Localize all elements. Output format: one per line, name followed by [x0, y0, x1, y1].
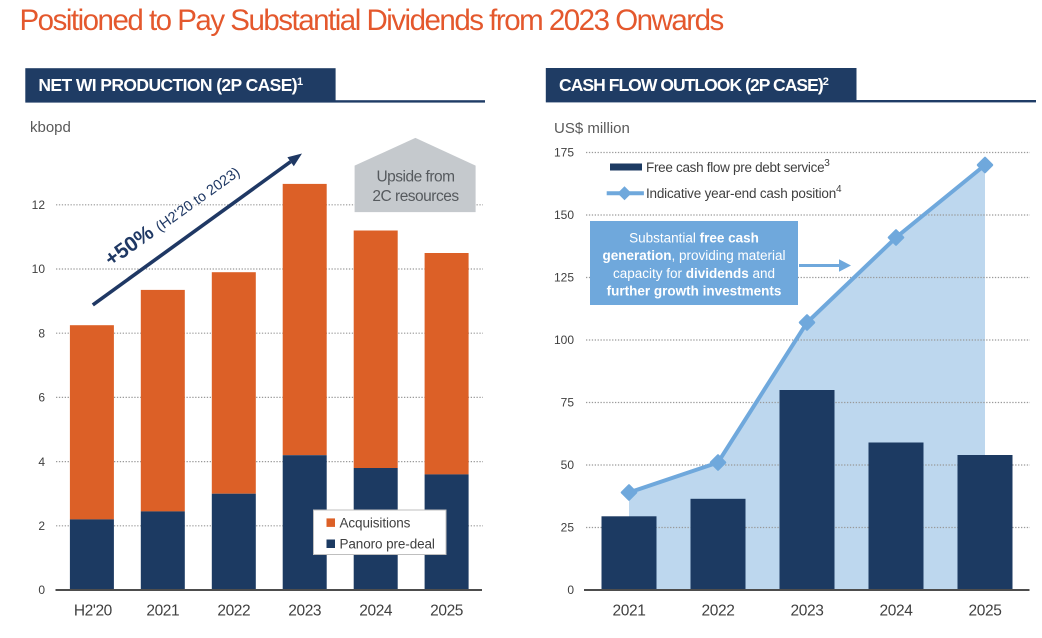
svg-text:NET WI PRODUCTION (2P CASE)1: NET WI PRODUCTION (2P CASE)1: [38, 75, 303, 95]
svg-text:Positioned to Pay Substantial: Positioned to Pay Substantial Dividends …: [20, 4, 724, 37]
svg-text:2024: 2024: [359, 603, 393, 620]
svg-text:Indicative year-end cash posit: Indicative year-end cash position4: [646, 184, 842, 201]
svg-text:generation, providing material: generation, providing material: [602, 248, 785, 263]
svg-text:Substantial free cash: Substantial free cash: [629, 231, 759, 246]
svg-text:2C resources: 2C resources: [372, 188, 459, 205]
svg-text:2023: 2023: [288, 603, 321, 620]
svg-text:2022: 2022: [702, 603, 735, 620]
svg-text:capacity for dividends and: capacity for dividends and: [613, 266, 775, 281]
svg-text:2022: 2022: [217, 603, 250, 620]
svg-text:100: 100: [554, 333, 574, 347]
svg-text:2021: 2021: [613, 603, 646, 620]
svg-text:175: 175: [554, 146, 574, 160]
svg-text:Acquisitions: Acquisitions: [340, 516, 411, 531]
svg-text:4: 4: [38, 455, 45, 469]
svg-text:2025: 2025: [969, 603, 1002, 620]
svg-text:further growth investments: further growth investments: [607, 284, 782, 299]
svg-text:12: 12: [32, 198, 46, 212]
svg-text:6: 6: [38, 391, 45, 405]
svg-text:Panoro pre-deal: Panoro pre-deal: [340, 537, 435, 552]
svg-text:CASH FLOW OUTLOOK (2P CASE)2: CASH FLOW OUTLOOK (2P CASE)2: [559, 75, 829, 95]
svg-text:125: 125: [554, 271, 574, 285]
svg-text:+50% (H2'20 to 2023): +50% (H2'20 to 2023): [101, 160, 244, 271]
svg-text:2: 2: [38, 519, 45, 533]
svg-text:2021: 2021: [146, 603, 179, 620]
svg-text:H2'20: H2'20: [74, 603, 113, 620]
svg-text:0: 0: [567, 583, 574, 597]
svg-text:2024: 2024: [880, 603, 914, 620]
svg-text:US$ million: US$ million: [554, 120, 630, 137]
svg-text:8: 8: [38, 326, 45, 340]
svg-text:kbopd: kbopd: [30, 119, 71, 136]
svg-text:25: 25: [561, 521, 575, 535]
svg-text:2025: 2025: [430, 603, 463, 620]
svg-text:75: 75: [561, 396, 575, 410]
svg-text:0: 0: [38, 583, 45, 597]
svg-text:Free cash flow pre debt servic: Free cash flow pre debt service3: [646, 158, 830, 175]
svg-text:2023: 2023: [791, 603, 824, 620]
svg-text:50: 50: [561, 458, 575, 472]
svg-text:Upside from: Upside from: [376, 168, 454, 185]
svg-text:150: 150: [554, 208, 574, 222]
svg-text:10: 10: [32, 262, 46, 276]
